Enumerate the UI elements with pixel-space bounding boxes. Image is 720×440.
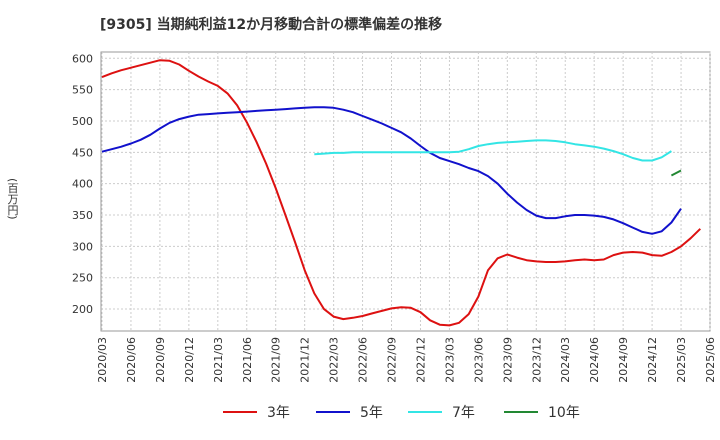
x-tick-label: 2021/12 xyxy=(299,337,312,383)
legend-swatch-10yr xyxy=(504,411,538,413)
y-axis-label: (百万円) xyxy=(6,178,19,220)
chart-title: [9305] 当期純利益12か月移動合計の標準偏差の推移 xyxy=(100,17,443,33)
x-tick-label: 2020/09 xyxy=(154,337,167,383)
x-tick-label: 2024/06 xyxy=(588,337,601,383)
x-tick-label: 2022/03 xyxy=(328,337,341,383)
legend-label-5yr: 5年 xyxy=(360,405,383,421)
series-line-5yr xyxy=(101,106,682,235)
x-tick-label: 2025/03 xyxy=(675,337,688,383)
legend-label-7yr: 7年 xyxy=(452,405,475,421)
x-tick-label: 2024/03 xyxy=(559,337,572,383)
x-gridlines xyxy=(101,52,711,331)
x-tick-label: 2022/12 xyxy=(414,337,427,383)
x-tick-label: 2022/09 xyxy=(386,337,399,383)
y-tick-label: 350 xyxy=(72,209,93,222)
y-tick-label: 500 xyxy=(72,115,93,128)
y-tick-label: 250 xyxy=(72,272,93,285)
series-line-10yr xyxy=(670,169,682,177)
x-tick-labels: 2020/03 2020/06 2020/09 2020/12 2021/03 2021/… xyxy=(96,337,717,383)
x-tick-label: 2023/09 xyxy=(501,337,514,383)
y-tick-label: 400 xyxy=(72,178,93,191)
legend-label-10yr: 10年 xyxy=(548,405,580,421)
x-tick-label: 2020/03 xyxy=(96,337,109,383)
x-tick-label: 2022/06 xyxy=(357,337,370,383)
x-tick-label: 2024/09 xyxy=(617,337,630,383)
y-tick-label: 200 xyxy=(72,303,93,316)
x-tick-label: 2024/12 xyxy=(646,337,659,383)
x-tick-label: 2023/03 xyxy=(443,337,456,383)
series-line-7yr xyxy=(314,139,672,162)
y-gridlines xyxy=(101,57,710,310)
series-lines xyxy=(101,59,701,327)
x-tick-label: 2023/06 xyxy=(472,337,485,383)
x-tick-label: 2020/12 xyxy=(183,337,196,383)
x-tick-label: 2021/06 xyxy=(241,337,254,383)
legend-item-3yr: 3年 xyxy=(223,402,290,422)
legend-item-7yr: 7年 xyxy=(408,402,475,422)
legend-item-10yr: 10年 xyxy=(504,402,580,422)
plot-area xyxy=(100,51,711,332)
legend-item-5yr: 5年 xyxy=(316,402,383,422)
y-tick-label: 550 xyxy=(72,84,93,97)
x-tick-label: 2023/12 xyxy=(530,337,543,383)
legend-swatch-3yr xyxy=(223,411,257,413)
series-line-3yr xyxy=(101,59,701,327)
y-tick-label: 450 xyxy=(72,146,93,159)
y-tick-label: 300 xyxy=(72,240,93,253)
x-tick-label: 2020/06 xyxy=(125,337,138,383)
legend-swatch-5yr xyxy=(316,411,350,413)
x-tick-label: 2025/06 xyxy=(704,337,717,383)
legend-label-3yr: 3年 xyxy=(267,405,290,421)
y-tick-labels: 200 250 300 350 400 450 500 550 600 xyxy=(72,52,93,316)
y-tick-label: 600 xyxy=(72,52,93,65)
legend-swatch-7yr xyxy=(408,411,442,413)
x-tick-label: 2021/09 xyxy=(270,337,283,383)
x-tick-label: 2021/03 xyxy=(212,337,225,383)
